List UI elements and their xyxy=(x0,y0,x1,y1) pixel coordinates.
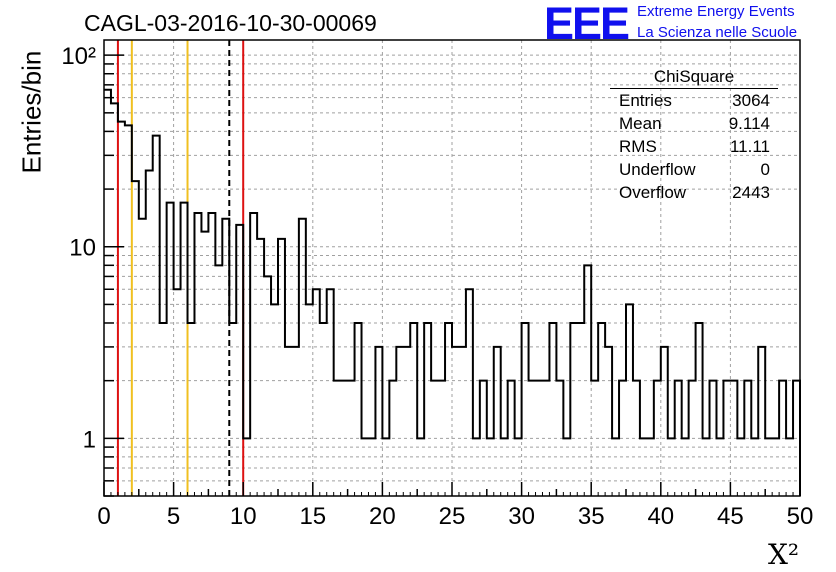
y-tick-label: 1 xyxy=(83,426,96,453)
stats-row: RMS 11.11 xyxy=(610,135,778,158)
x-tick-label: 0 xyxy=(97,503,110,530)
axis-ticks xyxy=(103,54,801,497)
x-tick-label: 20 xyxy=(369,503,396,530)
stats-label: Entries xyxy=(619,91,672,110)
y-tick-labels: 1 10 10² xyxy=(61,43,96,453)
x-tick-label: 35 xyxy=(578,503,605,530)
x-tick-label: 5 xyxy=(167,503,180,530)
stats-value: 2443 xyxy=(732,183,770,202)
stats-row: Entries 3064 xyxy=(610,89,778,112)
x-axis-label: X² xyxy=(768,538,800,571)
x-tick-label: 15 xyxy=(299,503,326,530)
y-tick-label: 10² xyxy=(61,43,96,70)
run-title: CAGL-03-2016-10-30-00069 xyxy=(84,10,377,36)
stats-value: 9.114 xyxy=(728,114,770,133)
y-tick-label: 10 xyxy=(69,235,96,262)
histogram-outline xyxy=(104,88,801,496)
stats-value: 3064 xyxy=(732,91,770,110)
x-tick-label: 40 xyxy=(647,503,674,530)
stats-row: Mean 9.114 xyxy=(610,112,778,135)
logo-line-2: La Scienza nelle Scuole xyxy=(637,24,798,41)
stats-title: ChiSquare xyxy=(610,66,778,89)
stats-value: 0 xyxy=(760,160,770,179)
stats-row: Underflow 0 xyxy=(610,158,778,181)
x-tick-label: 50 xyxy=(787,503,814,530)
logo-line-1: Extreme Energy Events xyxy=(637,3,795,20)
eee-logo: EEE xyxy=(544,0,630,49)
stats-label: Overflow xyxy=(619,183,687,202)
x-tick-labels: 0 5 10 15 20 25 30 35 40 45 50 xyxy=(97,503,813,530)
x-tick-label: 10 xyxy=(230,503,257,530)
stats-row: Overflow 2443 xyxy=(610,181,778,204)
y-axis-label: Entries/bin xyxy=(16,50,47,174)
stats-label: Mean xyxy=(619,114,662,133)
stats-value: 11.11 xyxy=(729,137,770,156)
stats-label: Underflow xyxy=(619,160,696,179)
x-tick-label: 45 xyxy=(717,503,744,530)
x-tick-label: 30 xyxy=(508,503,535,530)
x-tick-label: 25 xyxy=(439,503,466,530)
stats-box: ChiSquare Entries 3064 Mean 9.114 RMS 11.11… xyxy=(610,66,778,204)
stats-label: RMS xyxy=(619,137,657,156)
